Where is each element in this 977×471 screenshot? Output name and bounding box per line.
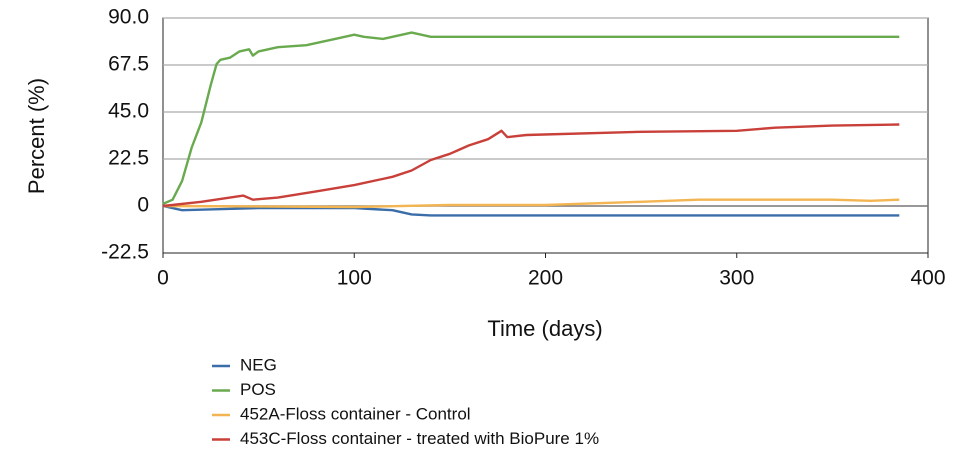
- series-line: [162, 123, 900, 208]
- x-tick-label: 100: [337, 267, 372, 290]
- y-tick-label: 67.5: [108, 53, 149, 76]
- series-line: [162, 198, 900, 209]
- y-tick-label: 90.0: [108, 6, 149, 29]
- legend-label: 452A-Floss container - Control: [240, 404, 471, 423]
- y-tick-label: 45.0: [108, 100, 149, 123]
- x-tick-label: 200: [528, 267, 563, 290]
- series-line: [162, 31, 900, 205]
- y-tick-label: -22.5: [101, 241, 149, 264]
- y-tick-label: 0: [137, 194, 149, 217]
- legend-label: NEG: [240, 355, 277, 374]
- x-tick-label: 300: [719, 267, 754, 290]
- x-axis-label: Time (days): [487, 316, 602, 341]
- series-line: [162, 204, 900, 217]
- y-tick-label: 22.5: [108, 147, 149, 170]
- x-tick-label: 0: [157, 267, 169, 290]
- legend-label: 453C-Floss container - treated with BioP…: [240, 429, 599, 448]
- x-tick-label: 400: [910, 267, 945, 290]
- legend-label: POS: [240, 380, 276, 399]
- y-axis-label: Percent (%): [24, 78, 49, 194]
